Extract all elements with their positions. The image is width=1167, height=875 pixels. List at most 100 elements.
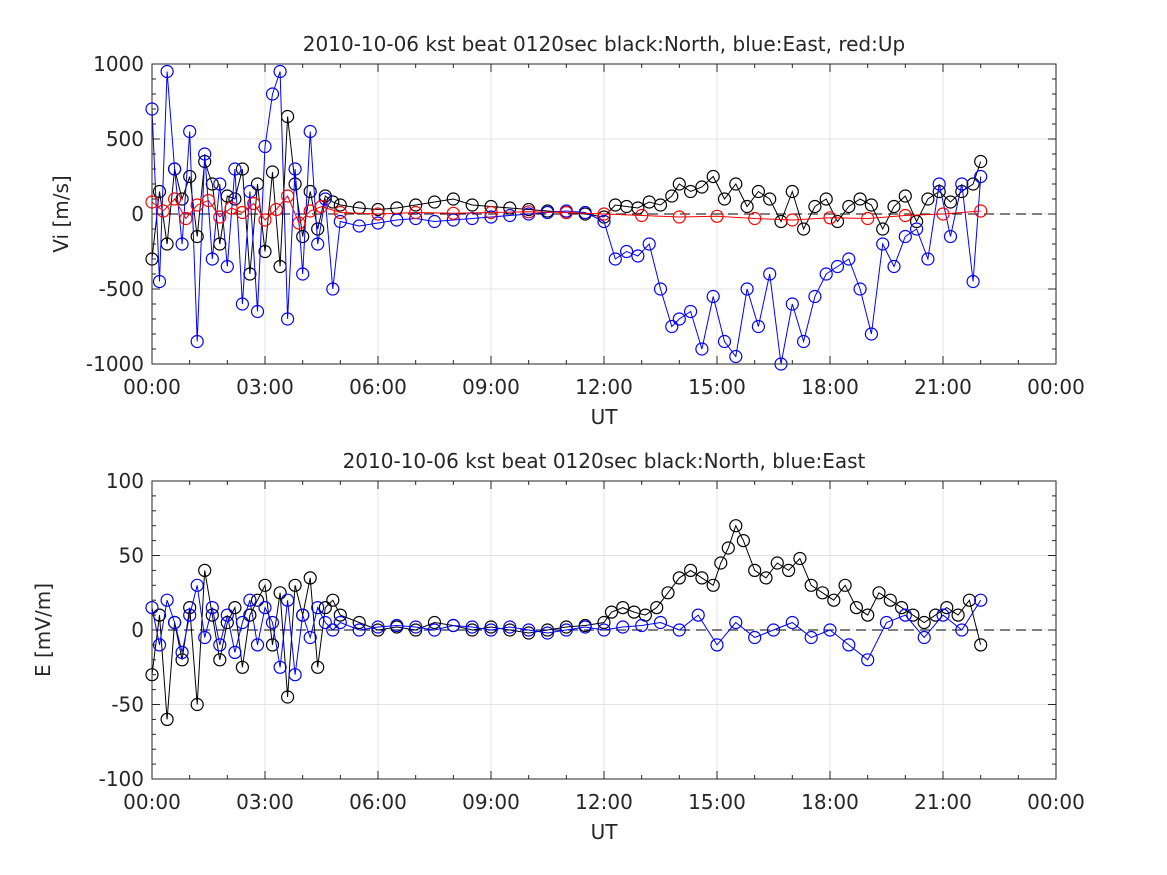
vi-north-point [706,169,720,184]
vi-series-east-line [151,71,982,365]
vi-east-point [390,213,404,227]
vi-x-tick-label: 15:00 [688,375,746,399]
vi-east-point [842,252,856,266]
vi-east-point [190,334,204,349]
e-x-tick-label: 21:00 [914,790,972,814]
e-east-point [597,623,611,637]
e-north-point [465,623,479,637]
vi-north-point [235,162,249,176]
e-east-point [243,593,257,607]
e-y-tick-label: -50 [111,693,144,717]
e-north-point [311,660,325,674]
vi-up-point [861,211,875,226]
e-north-point [729,519,743,533]
vi-up-point [303,204,317,218]
vi-east-point [909,222,924,236]
e-north-point [838,578,852,592]
vi-series-up-line [151,195,981,224]
vi-north-point [717,192,732,206]
e-x-tick-label: 00:00 [123,790,181,814]
vi-north-point [864,198,879,212]
e-north-point [288,578,302,592]
vi-north-point [672,177,686,191]
e-east-point [823,623,837,637]
vi-east-point [326,282,340,296]
e-east-point [235,615,249,630]
vi-east-point [352,219,366,233]
vi-east-point [796,334,811,349]
vi-north-point [409,198,423,212]
e-x-tick-label: 09:00 [462,790,520,814]
e-north-point [190,697,204,712]
vi-up-point [898,208,912,223]
vi-east-point [819,267,833,281]
vi-north-point [695,180,709,194]
e-east-point [318,615,332,630]
vi-x-ticks: 00:00 03:00 06:00 09:00 12:00 15:00 18:00 21:00… [123,64,1085,399]
e-east-point [974,593,988,607]
vi-x-tick-label: 00:00 [123,375,181,399]
e-x-tick-label: 00:00 [1027,790,1085,814]
e-east-point [842,638,856,652]
e-north-point [714,556,728,570]
vi-up-point [446,206,460,220]
e-east-point [190,578,204,592]
e-east-point [220,608,234,622]
e-east-point [484,623,498,637]
e-x-tick-label: 15:00 [688,790,746,814]
e-east-point [371,620,385,634]
vi-up-point [785,213,799,227]
e-north-point [672,571,686,585]
vi-north-point [228,192,242,206]
vi-east-point [168,162,182,176]
e-north-point [781,563,796,578]
e-north-point [409,623,423,637]
vi-east-point [966,274,980,289]
vi-north-point [427,195,442,209]
vi-east-point [672,312,686,326]
vi-x-tick-label: 09:00 [462,375,520,399]
e-north-point [616,600,630,615]
vi-north-point [740,199,754,214]
vi-x-tick-label: 06:00 [349,375,407,399]
vi-up-point [179,211,193,226]
vi-north-point [465,198,479,212]
vi-up-point [936,207,950,221]
vi-north-point [763,192,777,206]
vi-north-point [876,222,890,236]
vi-north-point [205,177,219,191]
vi-y-tick-label: -1000 [86,352,144,376]
e-north-point [326,593,340,607]
e-east-point [213,638,227,652]
e-east-point [766,623,781,637]
vi-y-tick-label: 1000 [93,52,144,76]
e-east-point [710,638,724,652]
e-y-ticks: -100 -50 0 50 100 [99,469,1056,791]
e-x-ticks: 00:00 03:00 06:00 09:00 12:00 15:00 18:00 21:00… [123,481,1085,814]
e-north-point [706,578,720,592]
e-y-tick-label: 100 [106,469,144,493]
e-east-point [635,618,649,633]
vi-east-point [706,289,720,304]
vi-north-point [352,201,366,215]
vi-north-point [175,192,189,206]
vi-north-point [921,192,935,206]
vi-east-point [729,349,743,364]
e-east-point [616,620,630,634]
vi-east-point [281,312,295,326]
vi-east-point [288,162,302,176]
vi-x-tick-label: 12:00 [575,375,633,399]
vi-east-point [740,282,754,296]
vi-east-point [665,319,679,334]
e-panel: -100 -50 0 50 100 00:00 03:00 06:00 09:00 12:00 1… [31,449,1085,844]
vi-east-point [763,267,777,281]
e-east-point [522,623,536,637]
e-north-point [770,556,784,570]
e-east-point [175,645,189,660]
vi-east-point [695,342,709,356]
vi-up-point [974,204,988,218]
e-east-point [917,630,931,645]
e-north-point [522,626,536,640]
e-east-point [691,608,705,622]
e-north-point [974,638,988,652]
